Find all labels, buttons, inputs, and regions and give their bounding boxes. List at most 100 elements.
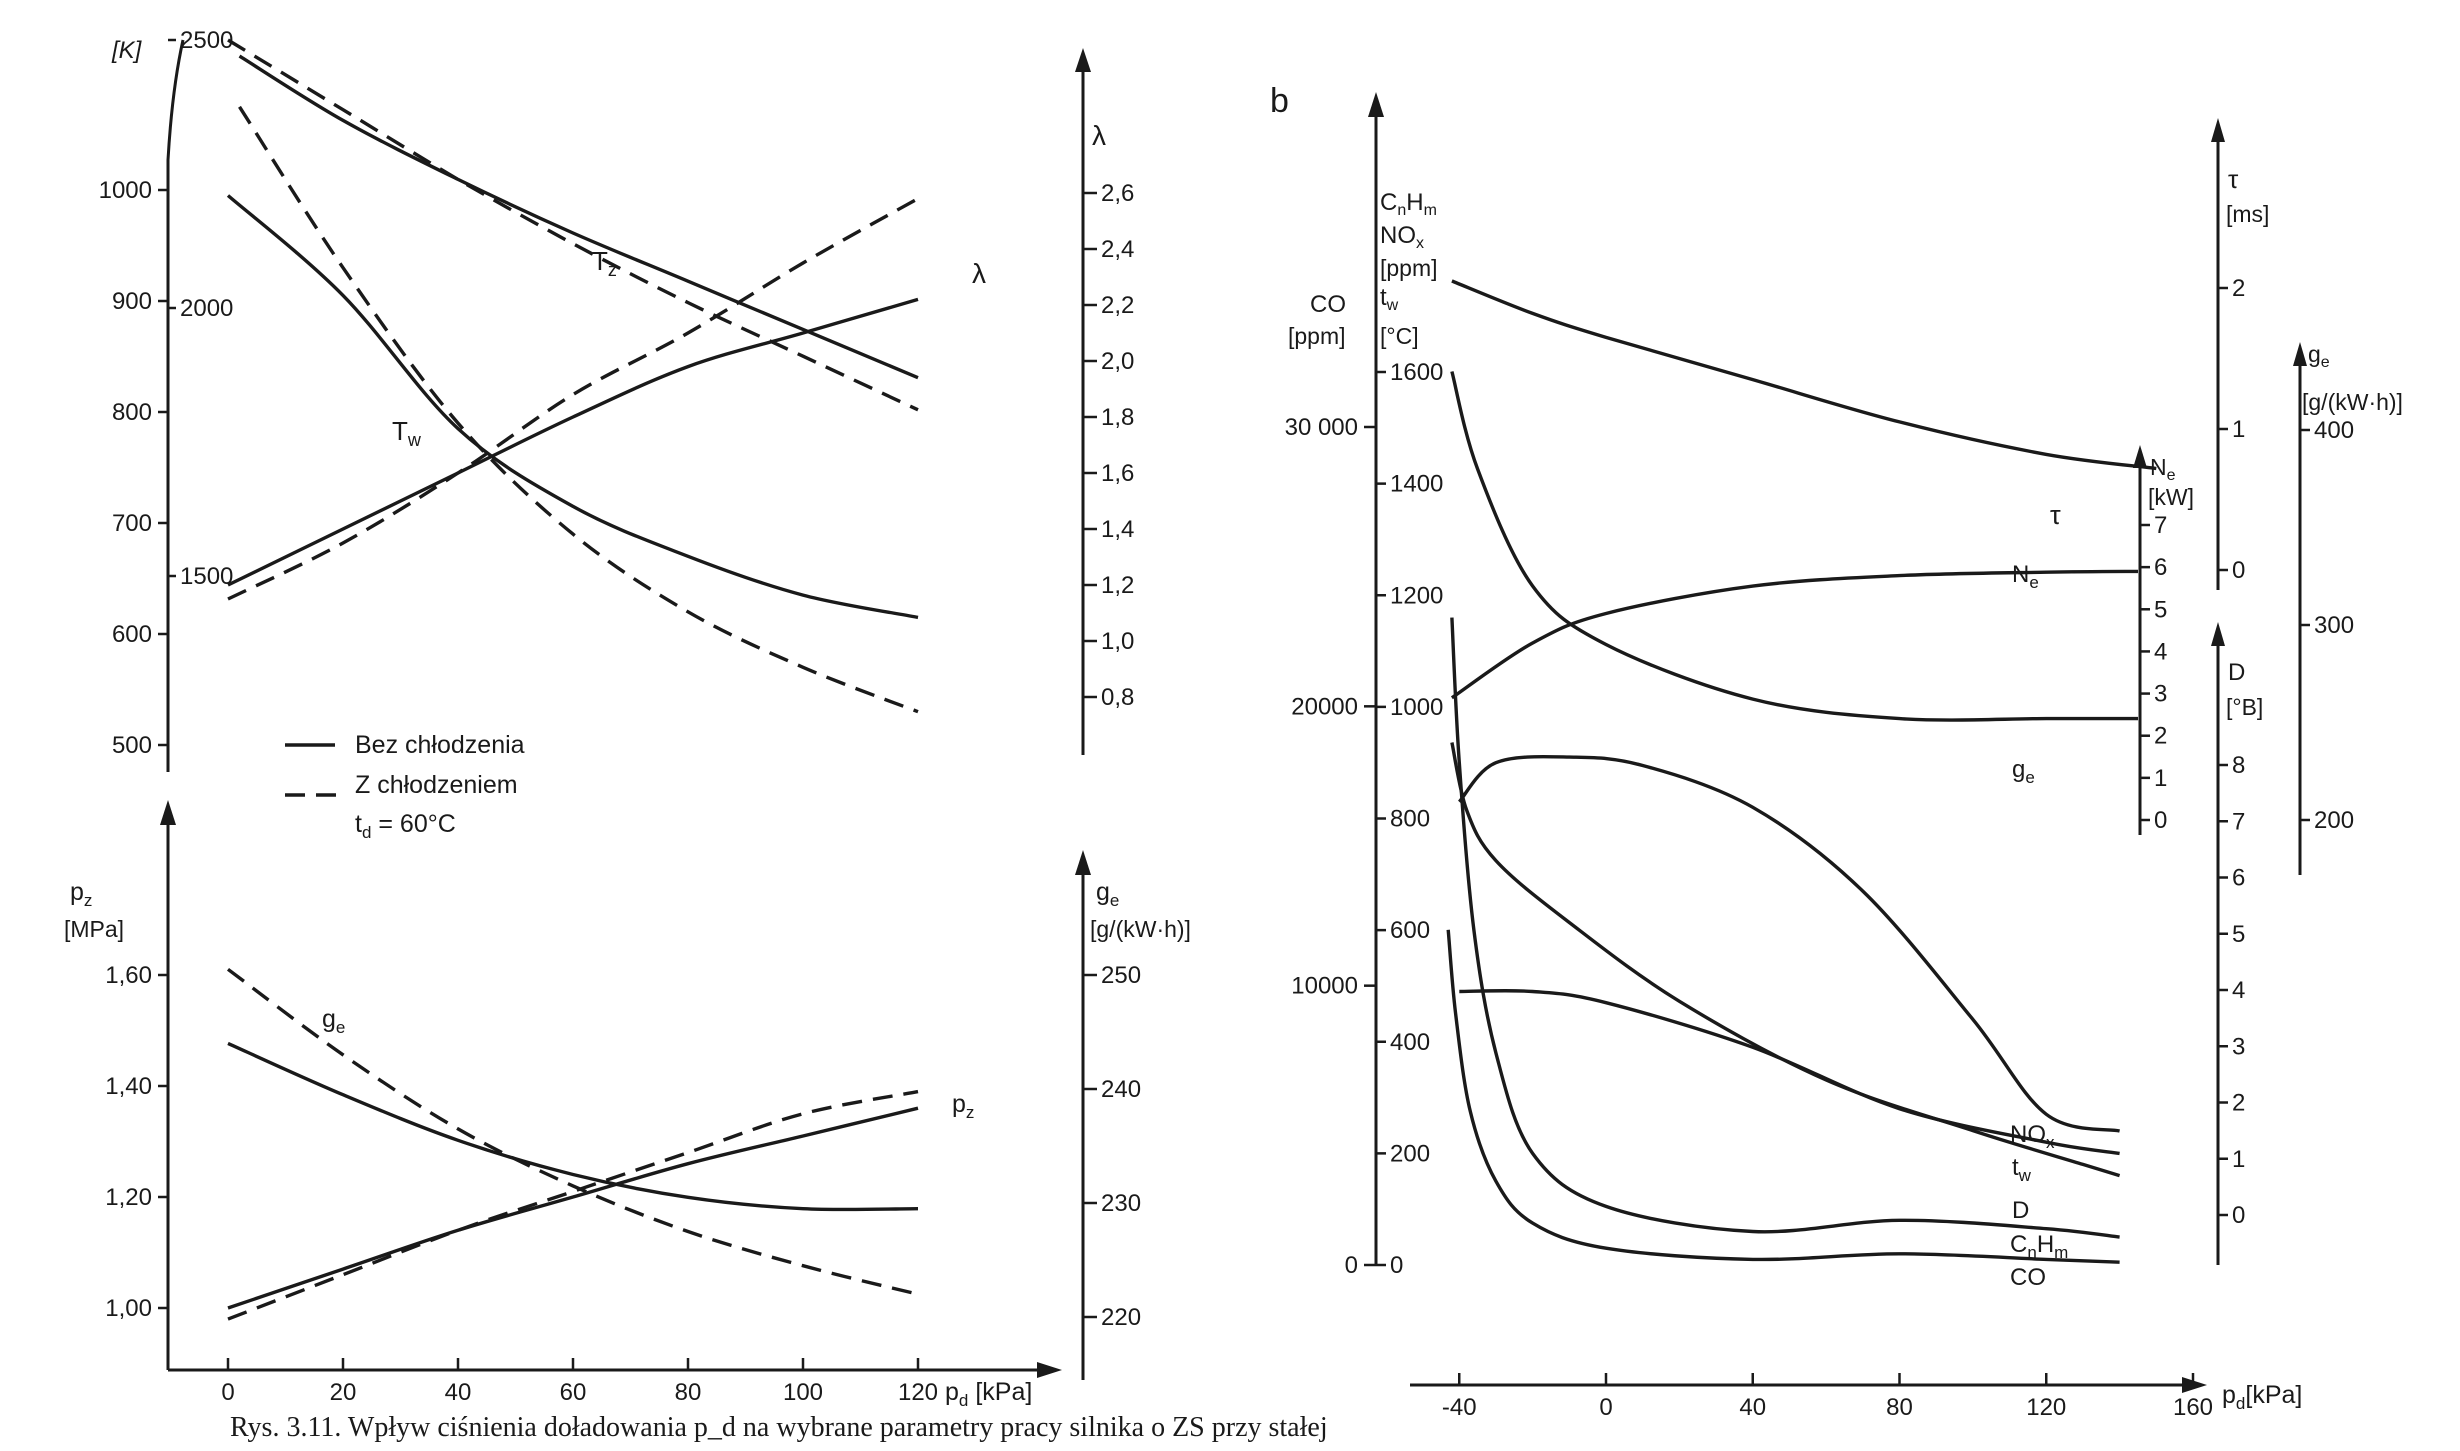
ge-tick-label: 250 [1101, 962, 1141, 989]
a-top-left-axis [166, 39, 185, 772]
kelvin-tick-label: 1000 [99, 177, 152, 204]
b-x-tick-label: 0 [1599, 1394, 1612, 1421]
b-x-tick-label: 40 [1739, 1394, 1766, 1421]
lambda-tick-label: 1,0 [1101, 628, 1134, 655]
ne-tick-label: 7 [2154, 512, 2167, 539]
d-axis-ticks: 0 1 2 3 4 5 6 7 8 [2218, 752, 2245, 1229]
ne-axis-arrow [2133, 445, 2147, 468]
lambda-curve-label: λ [972, 258, 986, 289]
tau-axis-label: τ [2228, 164, 2239, 194]
co-axis-unit: [ppm] [1288, 323, 1346, 349]
tw-label: Tw [392, 416, 422, 450]
a-x-tick-label: 40 [445, 1379, 472, 1406]
b-nox-label: NOx [2010, 1121, 2055, 1152]
b-ne-label: Ne [2012, 561, 2039, 592]
tw-axis-label: tw [1380, 284, 1399, 314]
panel-a-top: 500 600 700 800 900 1000 1500 2000 2500 0,8 1,0 1… [99, 27, 1135, 842]
a-top-curves [226, 38, 919, 714]
ge-tick-label: 220 [1101, 1304, 1141, 1331]
pz-axis-label: pz [70, 878, 92, 910]
series-b-ge [1450, 371, 2138, 722]
series-tz-solid [238, 54, 919, 380]
lambda-axis-label: λ [1092, 120, 1106, 151]
cnhm-tick-label: 0 [1390, 1252, 1403, 1279]
cnhm-tick-label: 400 [1390, 1029, 1430, 1056]
series-λ-dashed [227, 197, 919, 601]
d-axis-unit: [°B] [2226, 694, 2263, 720]
b-ge-label: ge [2012, 756, 2035, 787]
co-tick-label: 10000 [1291, 973, 1358, 1000]
co-tick-label: 30 000 [1285, 414, 1358, 441]
geb-axis-label: ge [2308, 341, 2330, 371]
ne-axis-unit: [kW] [2148, 484, 2194, 510]
nox-axis-label: NOx [1380, 222, 1424, 252]
cnhm-tick-label: 800 [1390, 806, 1430, 833]
d-axis-arrow [2211, 622, 2225, 646]
geb-tick-label: 300 [2314, 612, 2354, 639]
b-co-label: CO [2010, 1264, 2046, 1291]
geb-tick-label: 400 [2314, 417, 2354, 444]
series-b-cnhm [1450, 617, 2120, 1239]
co-tick-label: 20000 [1291, 693, 1358, 720]
series-b-d [1450, 742, 2121, 1178]
pz-tick-label: 1,40 [105, 1073, 152, 1100]
ge-axis-label: ge [1096, 878, 1119, 910]
series-b-co [1446, 929, 2120, 1264]
d-tick-label: 7 [2232, 808, 2245, 835]
cnhm-tick-label: 600 [1390, 917, 1430, 944]
cnhm-axis-label: CnHm [1380, 189, 1437, 219]
a-bottom-curves [226, 967, 919, 1321]
kelvin-tick-label: 700 [112, 510, 152, 537]
legend-dashed-label: Z chłodzeniem [355, 771, 518, 799]
co-axis-arrow [1368, 92, 1384, 117]
tau-axis-unit: [ms] [2226, 201, 2269, 227]
series-tw-solid [226, 194, 919, 620]
pz-tick-label: 1,20 [105, 1184, 152, 1211]
lambda-tick-label: 1,6 [1101, 460, 1134, 487]
d-tick-label: 4 [2232, 977, 2245, 1004]
cnhm-tick-label: 1000 [1390, 694, 1443, 721]
cnhm-tick-label: 1200 [1390, 582, 1443, 609]
legend-td-label: td = 60°C [355, 810, 456, 842]
figure-caption: Rys. 3.11. Wpływ ciśnienia doładowania p… [230, 1412, 1328, 1443]
b-cnhm-label: CnHm [2010, 1231, 2068, 1262]
ne-tick-label: 3 [2154, 681, 2167, 708]
ne-tick-label: 6 [2154, 554, 2167, 581]
lambda-tick-label: 2,6 [1101, 180, 1134, 207]
legend-solid-label: Bez chłodzenia [355, 731, 525, 759]
ppm-axis-unit: [ppm] [1380, 255, 1438, 281]
d-tick-label: 2 [2232, 1090, 2245, 1117]
co-axis-label: CO [1310, 291, 1346, 318]
d-tick-label: 3 [2232, 1033, 2245, 1060]
tau-tick-label: 1 [2232, 416, 2245, 443]
a-x-tick-label: 0 [221, 1379, 234, 1406]
b-curves [1446, 279, 2157, 1264]
lambda-tick-label: 1,4 [1101, 516, 1134, 543]
cnhm-tick-label: 1600 [1390, 359, 1443, 386]
tau-axis-ticks: 0 1 2 [2218, 275, 2245, 584]
ge-axis-unit: [g/(kW·h)] [1090, 916, 1191, 942]
a-top-left-secondary-ticks: 1500 2000 2500 [168, 27, 233, 590]
kelvin-secondary-tick-label: 2500 [180, 27, 233, 54]
d-tick-label: 0 [2232, 1202, 2245, 1229]
lambda-tick-label: 2,4 [1101, 236, 1134, 263]
d-tick-label: 1 [2232, 1146, 2245, 1173]
series-b-ne [1450, 569, 2139, 700]
lambda-tick-label: 0,8 [1101, 684, 1134, 711]
panel-b-letter: b [1270, 82, 1289, 120]
b-x-tick-label: 120 [2026, 1394, 2066, 1421]
panel-a-bottom: 1,00 1,20 1,40 1,60 220 230 240 250 0 20 40 60 80 1… [64, 800, 1191, 1410]
ge-tick-label: 240 [1101, 1076, 1141, 1103]
pz-curve-label: pz [952, 1090, 974, 1122]
b-x-label: pd[kPa] [2222, 1381, 2302, 1413]
b-x-tick-label: -40 [1442, 1394, 1477, 1421]
a-bottom-right-ticks: 220 230 240 250 [1083, 962, 1141, 1331]
co-tick-label: 0 [1345, 1252, 1358, 1279]
series-tw-dashed [238, 105, 919, 714]
ge-tick-label: 230 [1101, 1190, 1141, 1217]
kelvin-unit: [K] [111, 37, 143, 64]
lambda-tick-label: 2,2 [1101, 292, 1134, 319]
kelvin-tick-label: 600 [112, 621, 152, 648]
series-b-nox [1457, 754, 2120, 1133]
